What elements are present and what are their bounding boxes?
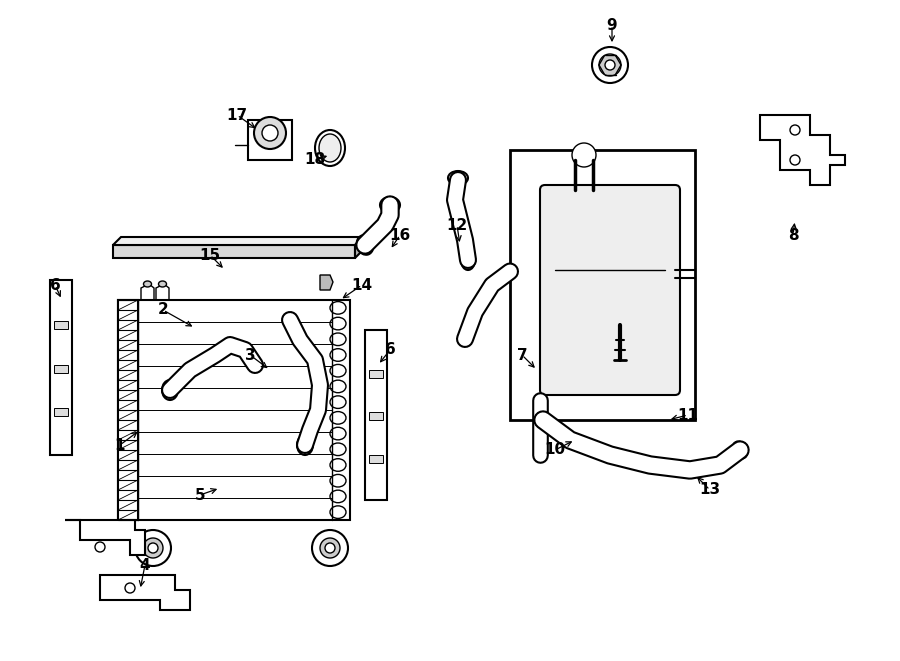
Circle shape (143, 538, 163, 558)
Circle shape (320, 538, 340, 558)
Text: 5: 5 (194, 488, 205, 502)
Circle shape (148, 543, 158, 553)
Ellipse shape (356, 235, 374, 254)
Bar (365, 330, 387, 500)
Circle shape (592, 47, 628, 83)
Text: 12: 12 (446, 217, 468, 233)
FancyBboxPatch shape (540, 185, 680, 395)
Ellipse shape (448, 171, 468, 185)
Text: 13: 13 (699, 483, 721, 498)
Bar (118, 300, 350, 520)
Ellipse shape (297, 435, 313, 455)
Bar (248, 120, 292, 160)
Ellipse shape (158, 281, 166, 287)
Bar (369, 369, 383, 377)
Bar (369, 455, 383, 463)
Bar (54, 408, 68, 416)
Polygon shape (320, 275, 333, 290)
Circle shape (135, 530, 171, 566)
Text: 14: 14 (351, 278, 373, 293)
Bar (54, 364, 68, 373)
Bar (118, 300, 138, 520)
Bar (510, 150, 695, 420)
Text: 4: 4 (140, 557, 150, 572)
Text: 10: 10 (544, 442, 565, 457)
Text: 8: 8 (788, 227, 798, 243)
Ellipse shape (461, 250, 475, 270)
Ellipse shape (162, 380, 178, 400)
Polygon shape (760, 115, 845, 185)
Text: 2: 2 (158, 303, 168, 317)
Circle shape (325, 543, 335, 553)
Text: 6: 6 (50, 278, 60, 293)
Text: 18: 18 (304, 153, 326, 167)
Circle shape (605, 60, 615, 70)
Polygon shape (65, 520, 145, 555)
Circle shape (312, 530, 348, 566)
Polygon shape (113, 237, 363, 245)
Ellipse shape (536, 411, 550, 429)
Text: 7: 7 (517, 348, 527, 362)
Ellipse shape (143, 281, 151, 287)
Bar (50, 280, 72, 455)
Ellipse shape (733, 442, 748, 459)
Bar (113, 245, 355, 258)
Bar (369, 412, 383, 420)
Text: 16: 16 (390, 227, 410, 243)
Text: 3: 3 (245, 348, 256, 362)
Text: 15: 15 (200, 247, 220, 262)
Circle shape (262, 125, 278, 141)
Polygon shape (355, 237, 363, 258)
Ellipse shape (319, 134, 341, 162)
Circle shape (599, 54, 621, 76)
Polygon shape (100, 575, 190, 610)
Bar (54, 321, 68, 329)
Text: 9: 9 (607, 17, 617, 32)
Text: 17: 17 (227, 108, 248, 122)
Ellipse shape (380, 197, 400, 213)
Circle shape (254, 117, 286, 149)
Text: 6: 6 (384, 342, 395, 358)
Text: 1: 1 (115, 438, 125, 453)
Ellipse shape (315, 130, 345, 166)
Text: 11: 11 (678, 407, 698, 422)
Circle shape (572, 143, 596, 167)
